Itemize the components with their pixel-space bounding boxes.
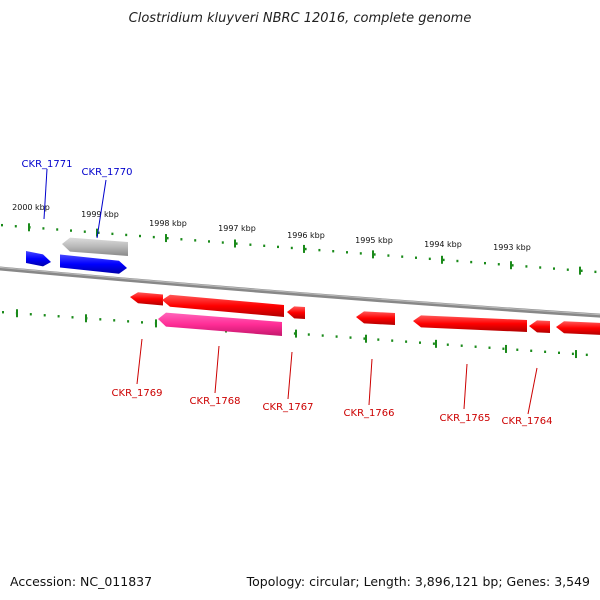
- gene-ckr-1767[interactable]: [287, 306, 305, 319]
- leader-line: [136, 338, 143, 385]
- kbp-label: 1997 kbp: [218, 224, 256, 233]
- kbp-label: 1995 kbp: [355, 236, 393, 245]
- gene-ckr-1763-partial[interactable]: [556, 321, 600, 335]
- kbp-label: 1996 kbp: [287, 231, 325, 240]
- gene-ckr-1771[interactable]: [26, 251, 51, 267]
- kbp-label: 1993 kbp: [493, 243, 531, 252]
- gene-ckr-1768-red[interactable]: [162, 294, 284, 317]
- leader-line: [214, 345, 220, 394]
- leader-line: [43, 168, 48, 220]
- leader-line: [96, 179, 107, 239]
- gene-label[interactable]: CKR_1764: [502, 416, 553, 427]
- gene-label[interactable]: CKR_1768: [190, 396, 241, 407]
- tick-track-top: [1, 223, 597, 275]
- genome-backbone-highlight: [0, 266, 600, 316]
- genome-summary-text: Topology: circular; Length: 3,896,121 bp…: [246, 574, 590, 589]
- gene-label[interactable]: CKR_1765: [440, 413, 491, 424]
- gene-ckr-1769[interactable]: [130, 292, 163, 306]
- gene-labels: CKR_1771 CKR_1770 CKR_1769 CKR_1768 CKR_1767…: [22, 159, 553, 427]
- gene-gray-feature[interactable]: [62, 237, 128, 256]
- genome-backbone: [0, 266, 600, 318]
- kbp-label: 2000 kbp: [12, 203, 50, 212]
- leader-line: [287, 351, 293, 400]
- leader-line: [463, 363, 468, 410]
- kbp-label: 1994 kbp: [424, 240, 462, 249]
- page-title: Clostridium kluyveri NBRC 12016, complet…: [129, 11, 472, 26]
- gene-features: [26, 237, 600, 336]
- gene-ckr-1765[interactable]: [413, 315, 527, 332]
- kbp-axis-labels: 2000 kbp 1999 kbp 1998 kbp 1997 kbp 1996 kbp…: [12, 203, 531, 252]
- gene-ckr-1768-pink[interactable]: [158, 312, 282, 336]
- kbp-label: 1998 kbp: [149, 219, 187, 228]
- gene-ckr-1764[interactable]: [529, 320, 550, 333]
- gene-label[interactable]: CKR_1769: [112, 388, 163, 399]
- gene-ckr-1766[interactable]: [356, 311, 395, 325]
- gene-leader-lines: [43, 168, 538, 415]
- gene-label[interactable]: CKR_1771: [22, 159, 73, 170]
- kbp-label: 1999 kbp: [81, 210, 119, 219]
- gene-ckr-1770[interactable]: [60, 254, 127, 274]
- gene-label[interactable]: CKR_1767: [263, 402, 314, 413]
- leader-line: [368, 358, 373, 406]
- leader-line: [527, 367, 538, 415]
- gene-label[interactable]: CKR_1770: [82, 167, 133, 178]
- gene-label[interactable]: CKR_1766: [344, 408, 395, 419]
- accession-text: Accession: NC_011837: [10, 574, 152, 589]
